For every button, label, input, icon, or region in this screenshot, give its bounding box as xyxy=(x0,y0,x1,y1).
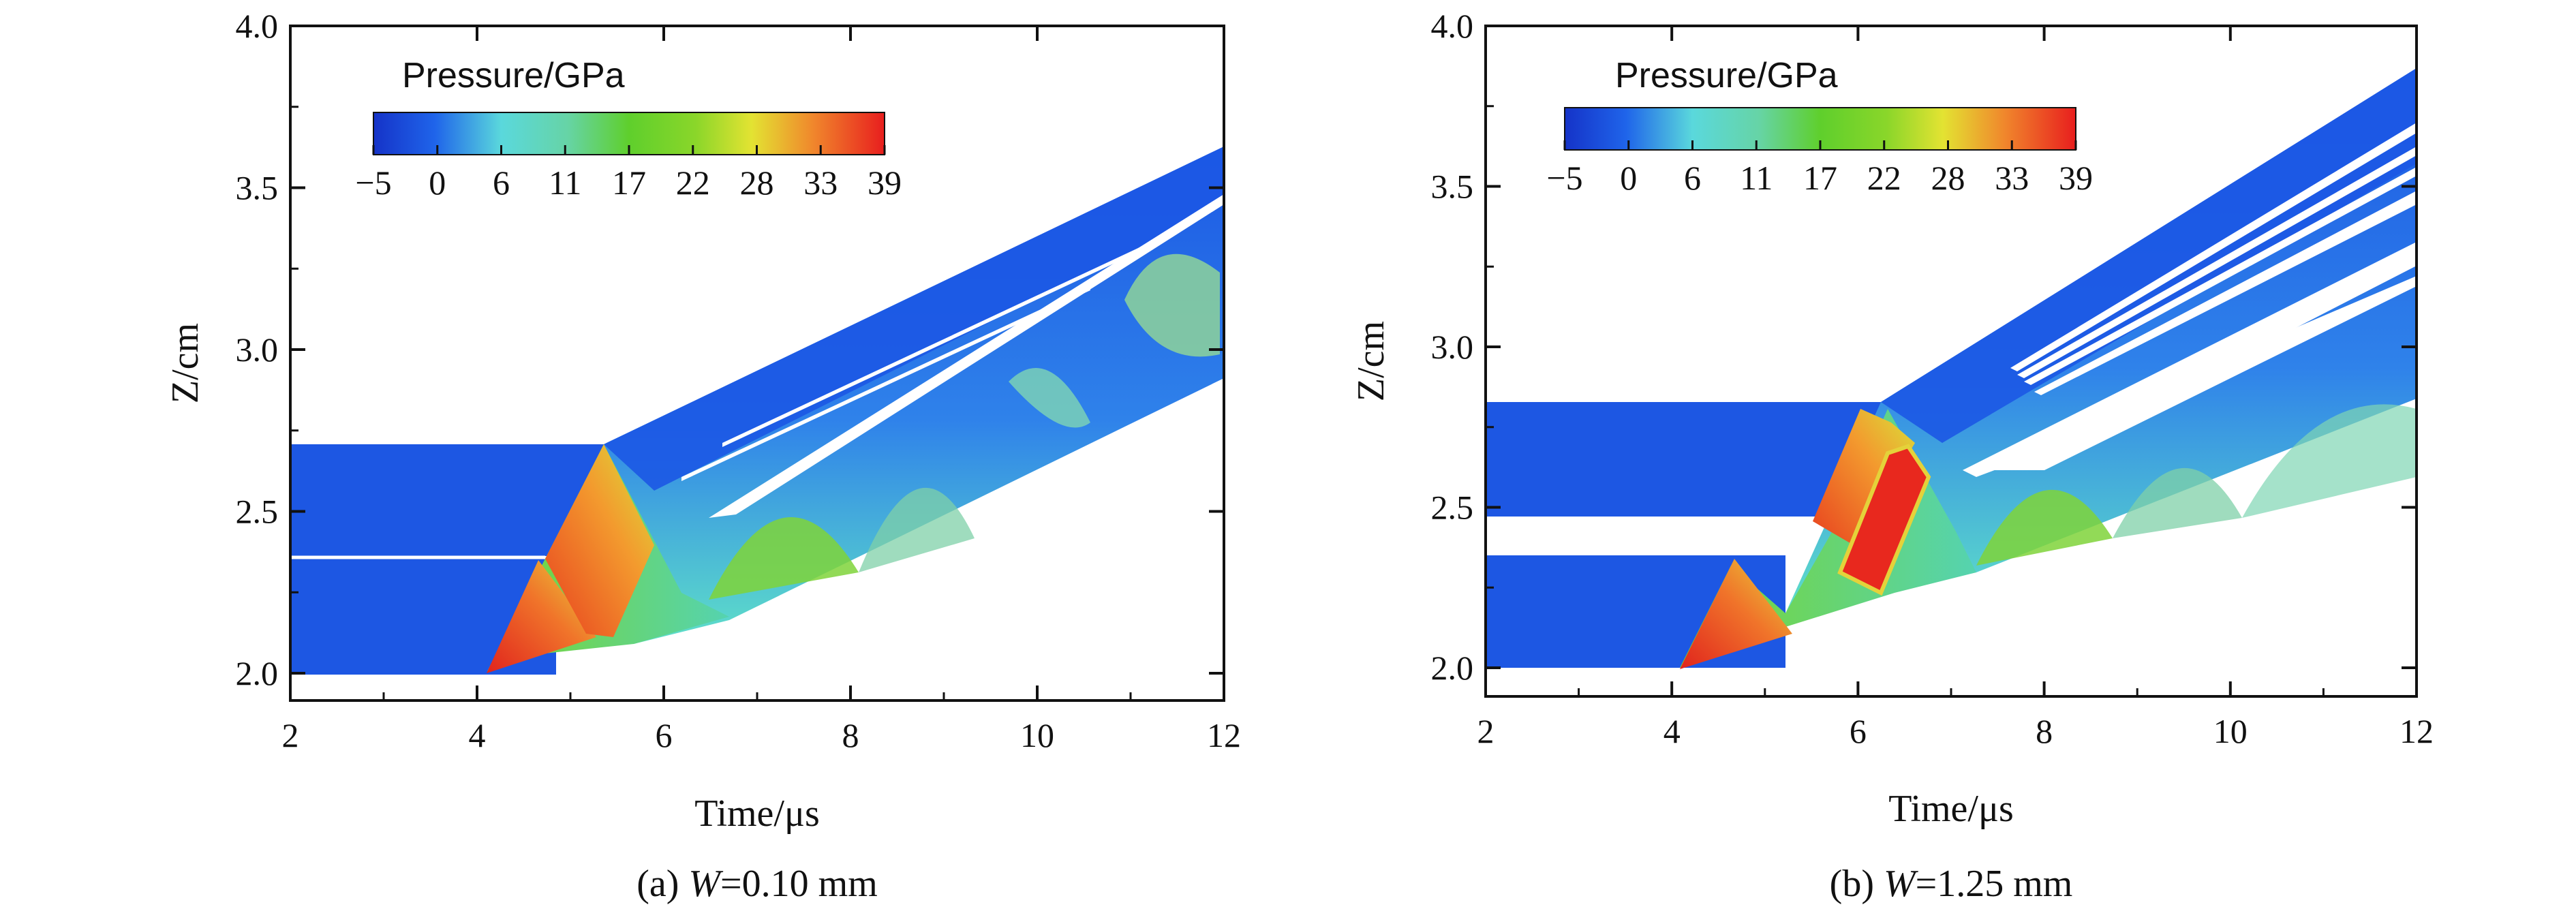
x-tick-label: 10 xyxy=(1020,716,1054,754)
x-tick-label: 6 xyxy=(1850,712,1867,750)
panel-b: 2 4 6 8 10 12 2.0 2.5 3.0 3.5 4.0 Pressure/GPa −5 0… xyxy=(1350,7,2434,905)
slit-b-6 xyxy=(1963,276,2417,470)
slit-a-1 xyxy=(709,194,1224,518)
hump-b-2 xyxy=(2113,467,2242,538)
y-tick-label: 3.0 xyxy=(1431,328,1474,366)
xlabel-a: Time/μs xyxy=(694,792,820,835)
band-b-top xyxy=(1881,68,2417,443)
hot-wedge-a-2 xyxy=(545,444,654,637)
colorbar-tick-label: 33 xyxy=(803,164,838,202)
hot-wedge-b-3 xyxy=(1837,444,1931,596)
colorbar-tick-label: 0 xyxy=(429,164,446,202)
ylabel-a: Z/cm xyxy=(164,323,206,403)
y-tick-label: 2.5 xyxy=(236,493,279,531)
hump-a-3 xyxy=(1009,368,1090,428)
slit-b-5 xyxy=(1963,242,2417,477)
colorbar-tick-label: 6 xyxy=(1684,159,1701,197)
colorbar-tick-label: 17 xyxy=(1803,159,1837,197)
caption-b: (b) W=1.25 mm xyxy=(1830,863,2073,905)
slit-b-1 xyxy=(2010,123,2417,371)
colorbar-ticks-a: −5 0 6 11 17 22 28 33 39 xyxy=(355,145,902,202)
x-tick-label: 6 xyxy=(656,716,673,754)
ylabel-b: Z/cm xyxy=(1350,321,1392,401)
hump-a-4 xyxy=(1124,253,1220,357)
x-tick-label: 8 xyxy=(842,716,859,754)
y-tick-label: 2.5 xyxy=(1431,489,1474,527)
colorbar-tick-label: 39 xyxy=(868,164,902,202)
band-a-top xyxy=(604,147,1224,491)
caption-a: (a) W=0.10 mm xyxy=(637,863,878,905)
slit-b-2 xyxy=(2017,147,2417,378)
colorbar-tick-label: 33 xyxy=(1995,159,2029,197)
y-tick-label: 4.0 xyxy=(1431,7,1474,45)
colorbar-tick-label: 11 xyxy=(1740,159,1773,197)
x-tick-label: 12 xyxy=(1207,716,1241,754)
x-tick-label: 4 xyxy=(469,716,486,754)
x-tick-label: 10 xyxy=(2213,712,2248,750)
caption-b-var: W xyxy=(1884,863,1918,905)
colorbar-tick-label: 28 xyxy=(1931,159,1965,197)
colorbar-tick-label: −5 xyxy=(355,164,391,202)
layer-b-upper xyxy=(1486,402,1881,517)
colorbar-tick-label: 0 xyxy=(1620,159,1637,197)
hump-a-1 xyxy=(709,517,859,600)
y-tick-label: 3.5 xyxy=(236,169,279,207)
slit-a-2 xyxy=(722,238,1159,447)
colorbar-tick-label: 11 xyxy=(549,164,581,202)
hot-wedge-a-1 xyxy=(487,560,596,673)
caption-b-suffix: =1.25 mm xyxy=(1916,863,2073,905)
colorbar-ticks-b: −5 0 6 11 17 22 28 33 39 xyxy=(1546,140,2093,197)
colorbar-tick-label: −5 xyxy=(1546,159,1582,197)
caption-b-prefix: (b) xyxy=(1830,863,1884,905)
slit-b-3 xyxy=(2024,167,2417,385)
x-tick-label: 4 xyxy=(1663,712,1681,750)
caption-a-var: W xyxy=(688,863,723,905)
colorbar-tick-label: 17 xyxy=(612,164,646,202)
y-tick-label: 3.5 xyxy=(1431,168,1474,206)
caption-a-suffix: =0.10 mm xyxy=(720,863,878,905)
panel-a: 2 4 6 8 10 12 2.0 2.5 3.0 3.5 4.0 Pressure/GPa −5 0… xyxy=(164,7,1241,905)
y-tick-label: 4.0 xyxy=(236,7,279,45)
x-tick-label: 2 xyxy=(282,716,299,754)
hump-b-1 xyxy=(1976,489,2113,566)
hot-wedge-b-2 xyxy=(1813,409,1915,545)
ticks-a: 2 4 6 8 10 12 2.0 2.5 3.0 3.5 4.0 xyxy=(236,7,1242,754)
x-tick-label: 12 xyxy=(2399,712,2434,750)
colorbar-title-a: Pressure/GPa xyxy=(402,56,625,95)
colorbar-tick-label: 22 xyxy=(1867,159,1901,197)
colorbar-tick-label: 28 xyxy=(740,164,774,202)
colorbar-tick-label: 39 xyxy=(2059,159,2093,197)
colorbar-title-b: Pressure/GPa xyxy=(1615,56,1838,95)
layer-a-upper xyxy=(290,444,604,556)
xlabel-b: Time/μs xyxy=(1888,788,2014,830)
slit-b-4 xyxy=(2034,191,2417,395)
slit-a-3 xyxy=(681,286,1090,481)
y-tick-label: 2.0 xyxy=(1431,649,1474,687)
y-tick-label: 3.0 xyxy=(236,330,279,369)
hump-b-3 xyxy=(2242,404,2417,518)
ticks-b: 2 4 6 8 10 12 2.0 2.5 3.0 3.5 4.0 xyxy=(1431,7,2434,750)
caption-a-prefix: (a) xyxy=(637,863,688,905)
hump-a-2 xyxy=(859,487,975,572)
x-tick-label: 8 xyxy=(2036,712,2053,750)
colorbar-tick-label: 22 xyxy=(676,164,710,202)
y-tick-label: 2.0 xyxy=(236,654,279,692)
hot-wedge-b-1 xyxy=(1680,559,1792,669)
field-a xyxy=(290,147,1224,675)
field-b xyxy=(1486,68,2417,669)
x-tick-label: 2 xyxy=(1477,712,1494,750)
colorbar-tick-label: 6 xyxy=(493,164,510,202)
